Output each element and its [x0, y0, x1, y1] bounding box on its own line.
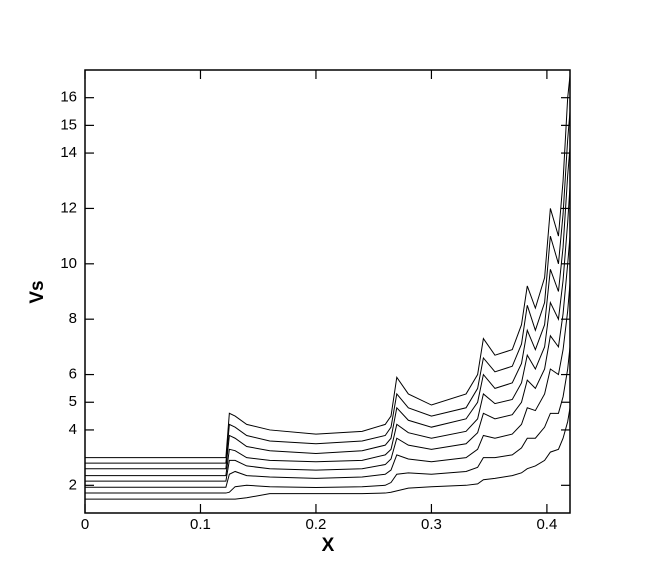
y-axis-title: Vs	[27, 280, 48, 303]
x-tick-label: 0.4	[536, 516, 557, 533]
x-tick-label: 0.2	[306, 516, 327, 533]
y-tick-label: 4	[69, 421, 77, 438]
data-line	[85, 283, 571, 488]
x-tick-label: 0.1	[190, 516, 211, 533]
y-tick-label: 16	[60, 89, 77, 106]
data-line	[85, 236, 571, 482]
y-tick-label: 5	[69, 393, 77, 410]
data-line	[85, 75, 571, 459]
x-tick-label: 0.3	[421, 516, 442, 533]
y-tick-label: 10	[60, 255, 77, 272]
y-tick-label: 2	[69, 476, 77, 493]
data-line	[85, 147, 571, 470]
data-line	[85, 407, 571, 500]
data-line	[85, 346, 571, 494]
data-line	[85, 111, 571, 464]
x-tick-label: 0	[81, 516, 89, 533]
x-axis-title: X	[322, 535, 335, 556]
y-tick-label: 12	[60, 199, 77, 216]
y-tick-label: 15	[60, 116, 77, 133]
y-tick-label: 8	[69, 310, 77, 327]
data-line	[85, 186, 571, 477]
y-tick-label: 14	[60, 144, 77, 161]
y-tick-label: 6	[69, 366, 77, 383]
plot-frame	[84, 69, 571, 514]
